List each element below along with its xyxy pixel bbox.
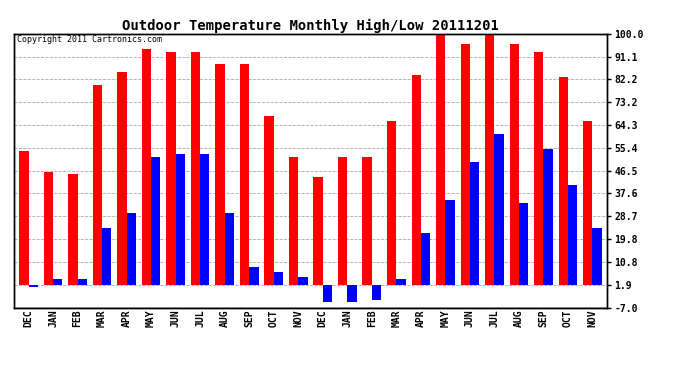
- Bar: [323, 285, 332, 302]
- Bar: [372, 285, 381, 300]
- Bar: [166, 52, 176, 285]
- Bar: [176, 154, 185, 285]
- Bar: [544, 149, 553, 285]
- Title: Outdoor Temperature Monthly High/Low 20111201: Outdoor Temperature Monthly High/Low 201…: [122, 18, 499, 33]
- Bar: [289, 156, 298, 285]
- Bar: [151, 156, 161, 285]
- Bar: [559, 77, 568, 285]
- Bar: [249, 267, 259, 285]
- Bar: [43, 172, 53, 285]
- Bar: [68, 174, 77, 285]
- Bar: [485, 31, 495, 285]
- Bar: [240, 64, 249, 285]
- Bar: [338, 156, 347, 285]
- Bar: [313, 177, 323, 285]
- Bar: [298, 277, 308, 285]
- Bar: [53, 279, 62, 285]
- Bar: [77, 279, 87, 285]
- Bar: [191, 52, 200, 285]
- Bar: [460, 44, 470, 285]
- Bar: [126, 213, 136, 285]
- Bar: [421, 233, 430, 285]
- Bar: [102, 228, 111, 285]
- Bar: [436, 34, 445, 285]
- Bar: [568, 185, 578, 285]
- Bar: [534, 52, 544, 285]
- Bar: [583, 121, 593, 285]
- Bar: [445, 200, 455, 285]
- Bar: [264, 116, 274, 285]
- Bar: [92, 85, 102, 285]
- Bar: [470, 162, 479, 285]
- Bar: [510, 44, 519, 285]
- Bar: [519, 202, 529, 285]
- Bar: [387, 121, 396, 285]
- Bar: [215, 64, 225, 285]
- Bar: [593, 228, 602, 285]
- Bar: [411, 75, 421, 285]
- Bar: [28, 285, 38, 287]
- Bar: [200, 154, 210, 285]
- Text: Copyright 2011 Cartronics.com: Copyright 2011 Cartronics.com: [17, 35, 161, 44]
- Bar: [142, 49, 151, 285]
- Bar: [19, 152, 28, 285]
- Bar: [347, 285, 357, 302]
- Bar: [396, 279, 406, 285]
- Bar: [495, 134, 504, 285]
- Bar: [117, 72, 126, 285]
- Bar: [274, 272, 283, 285]
- Bar: [225, 213, 234, 285]
- Bar: [362, 156, 372, 285]
